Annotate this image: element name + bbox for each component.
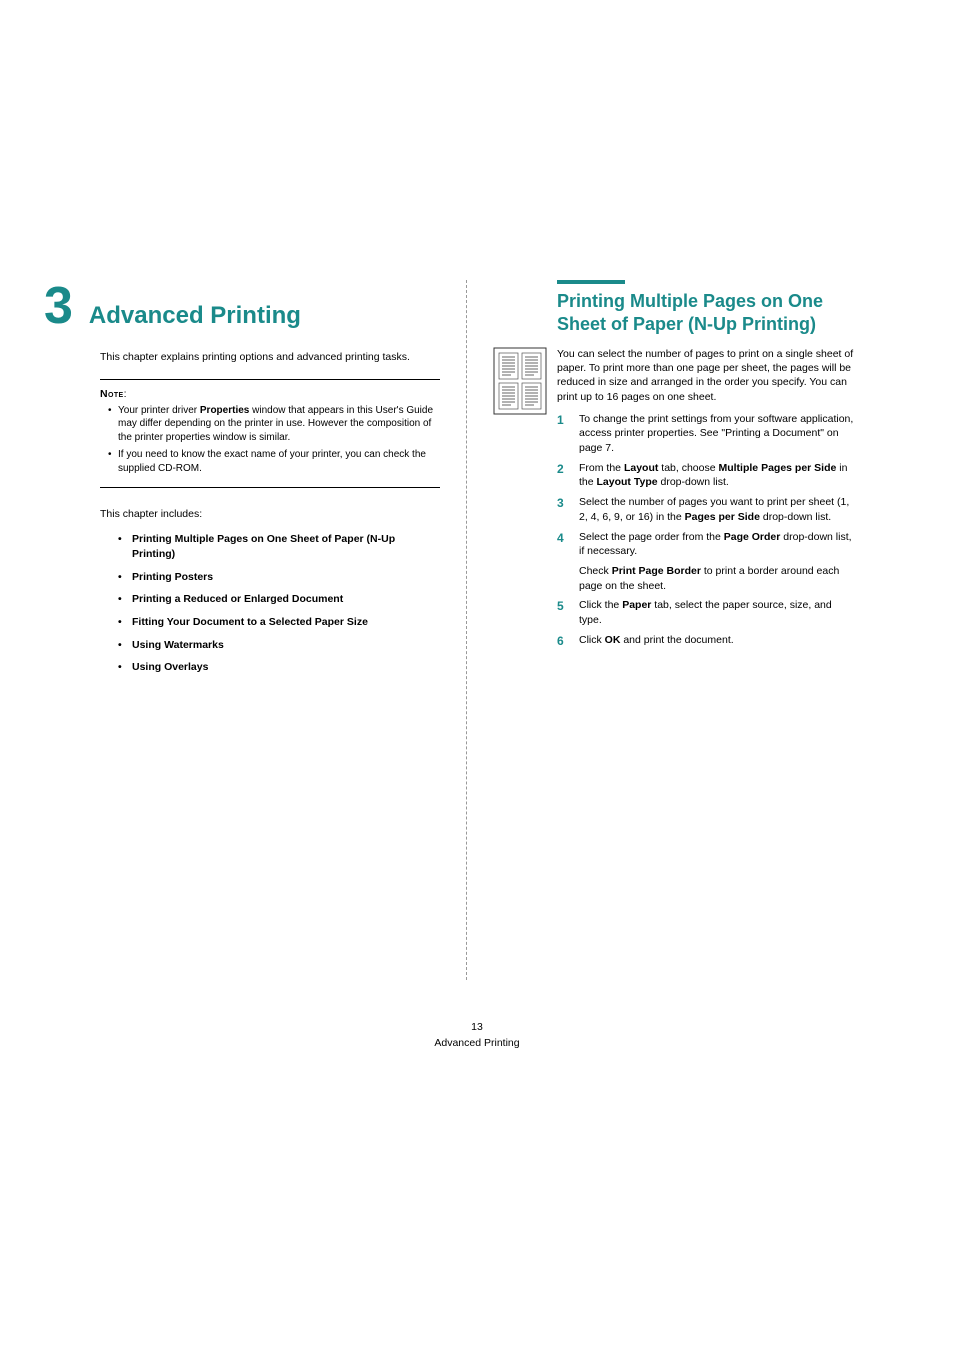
step-item: 6 Click OK and print the document. [557,633,854,648]
toc-item[interactable]: Using Watermarks [118,638,440,653]
note-item: Your printer driver Properties window th… [108,404,440,445]
step-item: 5 Click the Paper tab, select the paper s… [557,598,854,627]
step-item: 1 To change the print settings from your … [557,412,854,456]
icon-column [493,347,547,420]
step-text: From the Layout tab, choose Multiple Pag… [579,462,847,489]
chapter-header: 3 Advanced Printing [44,280,440,332]
section-intro: You can select the number of pages to pr… [557,347,854,404]
toc-list: Printing Multiple Pages on One Sheet of … [100,532,440,675]
toc-item[interactable]: Printing Multiple Pages on One Sheet of … [118,532,440,561]
column-divider [466,280,467,980]
nup-printing-icon [493,347,547,415]
step-text: Click OK and print the document. [579,634,734,646]
step-number: 4 [557,530,564,547]
step-text: Click the Paper tab, select the paper so… [579,599,832,626]
note-label-text: ote [108,388,124,400]
note-list: Your printer driver Properties window th… [100,404,440,476]
note-item-pre: Your printer driver [118,405,200,416]
toc-item[interactable]: Using Overlays [118,660,440,675]
page-footer: 13 Advanced Printing [100,1020,854,1052]
section-title: Printing Multiple Pages on One Sheet of … [557,290,854,335]
right-column: Printing Multiple Pages on One Sheet of … [493,280,854,980]
note-colon: : [124,388,127,400]
toc-item[interactable]: Printing a Reduced or Enlarged Document [118,592,440,607]
two-column-layout: 3 Advanced Printing This chapter explain… [100,280,854,980]
note-item-bold: Properties [200,405,249,416]
step-list: 1 To change the print settings from your … [557,412,854,648]
section-body: You can select the number of pages to pr… [493,347,854,652]
chapter-number: 3 [44,280,73,332]
footer-label: Advanced Printing [100,1036,854,1052]
step-number: 1 [557,412,564,429]
note-box: Note: Your printer driver Properties win… [100,379,440,489]
section-text-column: You can select the number of pages to pr… [557,347,854,652]
step-item: 2 From the Layout tab, choose Multiple Pa… [557,461,854,490]
page: 3 Advanced Printing This chapter explain… [0,0,954,1122]
step-item: 3 Select the number of pages you want to … [557,495,854,524]
chapter-title: Advanced Printing [89,303,301,329]
step-item: 4 Select the page order from the Page Ord… [557,530,854,559]
chapter-intro: This chapter explains printing options a… [100,350,440,365]
section-rule [557,280,625,284]
step-subtext: Check Print Page Border to print a borde… [579,564,854,593]
page-number: 13 [100,1020,854,1036]
step-number: 5 [557,598,564,615]
note-label: Note: [100,388,440,400]
includes-label: This chapter includes: [100,508,440,520]
step-text: To change the print settings from your s… [579,413,853,454]
note-item: If you need to know the exact name of yo… [108,448,440,475]
step-number: 3 [557,495,564,512]
step-number: 6 [557,633,564,650]
step-number: 2 [557,461,564,478]
left-column: 3 Advanced Printing This chapter explain… [100,280,440,980]
step-text: Select the page order from the Page Orde… [579,531,852,558]
step-text: Select the number of pages you want to p… [579,496,849,523]
toc-item[interactable]: Printing Posters [118,570,440,585]
toc-item[interactable]: Fitting Your Document to a Selected Pape… [118,615,440,630]
note-item-pre: If you need to know the exact name of yo… [118,449,426,474]
